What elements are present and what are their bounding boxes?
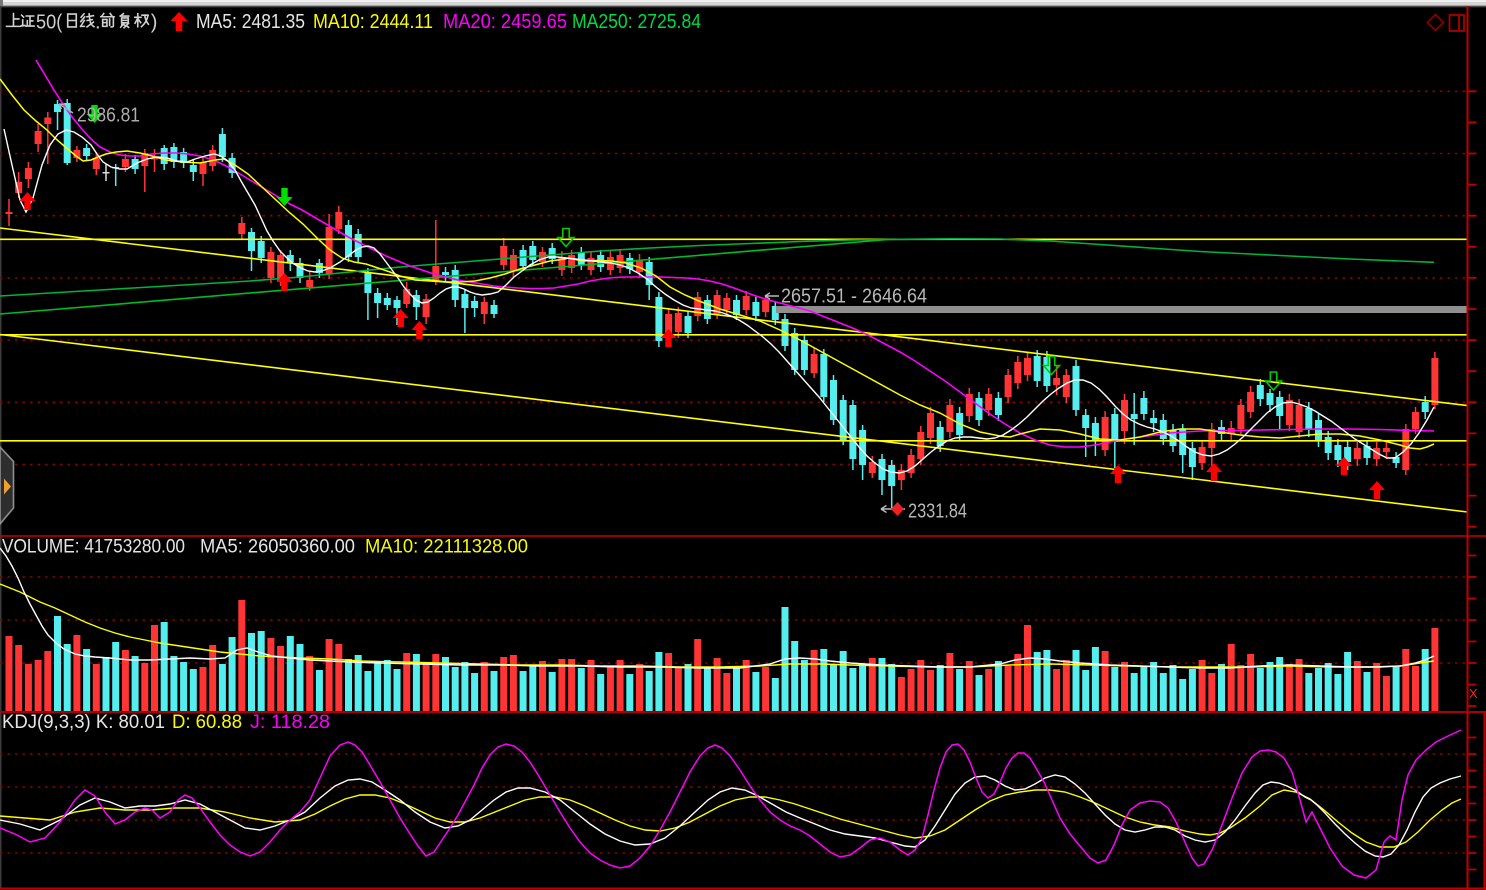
svg-text:2657.51 - 2646.64: 2657.51 - 2646.64 xyxy=(781,286,927,308)
svg-text:MA10: 22111328.00: MA10: 22111328.00 xyxy=(365,537,528,558)
svg-text:X: X xyxy=(1469,686,1478,701)
svg-text:2986.81: 2986.81 xyxy=(77,105,140,127)
svg-text:MA5: 26050360.00: MA5: 26050360.00 xyxy=(200,537,355,558)
svg-text:): ) xyxy=(151,12,158,34)
svg-text:.: . xyxy=(95,12,101,34)
svg-text:MA250: 2725.84: MA250: 2725.84 xyxy=(572,11,701,33)
svg-text:MA20: 2459.65: MA20: 2459.65 xyxy=(443,11,567,33)
svg-text:MA5: 2481.35: MA5: 2481.35 xyxy=(196,11,305,33)
svg-text:2331.84: 2331.84 xyxy=(908,501,967,523)
svg-text:MA10: 2444.11: MA10: 2444.11 xyxy=(313,11,433,33)
svg-text:KDJ(9,3,3) K: 80.01: KDJ(9,3,3) K: 80.01 xyxy=(2,712,165,733)
svg-text:D: 60.88: D: 60.88 xyxy=(172,712,242,733)
svg-text:VOLUME: 41753280.00: VOLUME: 41753280.00 xyxy=(2,537,185,558)
svg-text:J: 118.28: J: 118.28 xyxy=(250,712,330,733)
svg-text:50(: 50( xyxy=(36,12,63,34)
